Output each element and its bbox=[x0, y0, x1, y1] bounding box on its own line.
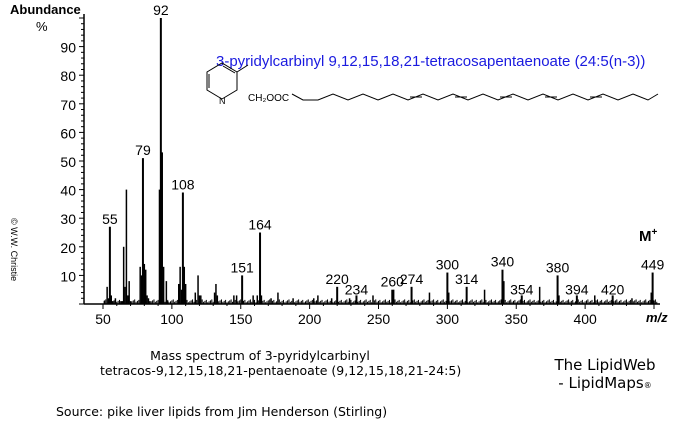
y-tick-label: 70 bbox=[60, 97, 76, 113]
y-tick-label: 40 bbox=[60, 183, 76, 199]
peak-label: 92 bbox=[153, 2, 169, 18]
y-axis-title: Abundance bbox=[10, 2, 81, 17]
brand-logo-text: The LipidWeb - LipidMaps® bbox=[554, 356, 656, 392]
peak-label: 151 bbox=[230, 259, 254, 275]
y-tick-label: 10 bbox=[60, 268, 76, 284]
chart-title: 3-pyridylcarbinyl 9,12,15,18,21-tetracos… bbox=[216, 53, 646, 70]
y-tick-label: 60 bbox=[60, 125, 76, 141]
peak-label: 79 bbox=[135, 142, 151, 158]
peak-label: 108 bbox=[171, 176, 195, 192]
chemical-structure bbox=[206, 62, 659, 101]
peak-label: 164 bbox=[248, 217, 272, 233]
x-tick-label: 400 bbox=[573, 311, 597, 327]
axes: 10 20 30 40 50 60 70 80 90 50 100 150 200 250 300 350 40… bbox=[60, 14, 660, 327]
peak-label: 260 bbox=[381, 274, 405, 290]
x-tick-label: 100 bbox=[160, 311, 184, 327]
peak-label: 380 bbox=[546, 259, 570, 275]
nitrogen-label: N bbox=[219, 96, 226, 106]
peak-label: 394 bbox=[565, 281, 589, 297]
source-note: Source: pike liver lipids from Jim Hende… bbox=[56, 404, 388, 419]
peak-label: 340 bbox=[491, 254, 515, 270]
y-tick-label: 50 bbox=[60, 154, 76, 170]
y-tick-label: 80 bbox=[60, 68, 76, 84]
spectrum-peaks bbox=[103, 18, 658, 304]
y-tick-label: 30 bbox=[60, 211, 76, 227]
peak-label: 420 bbox=[601, 281, 625, 297]
fatty-acid-chain-icon bbox=[291, 93, 659, 101]
peak-label: 449 bbox=[641, 257, 665, 273]
x-tick-label: 200 bbox=[298, 311, 322, 327]
peak-label: 354 bbox=[510, 281, 534, 297]
x-axis-title: m/z bbox=[646, 310, 668, 325]
spectrum-plot: 10 20 30 40 50 60 70 80 90 50 100 150 200 250 300 350 40… bbox=[60, 2, 664, 327]
ester-group-label: CH₂OOC bbox=[248, 93, 289, 104]
x-tick-label: 250 bbox=[367, 311, 391, 327]
y-tick-label: 90 bbox=[60, 40, 76, 56]
x-tick-label: 300 bbox=[436, 311, 460, 327]
y-axis-unit: % bbox=[36, 19, 48, 34]
figure-caption: Mass spectrum of 3-pyridylcarbinyl tetra… bbox=[100, 348, 462, 378]
y-tick-label: 20 bbox=[60, 240, 76, 256]
peak-label: 55 bbox=[102, 211, 118, 227]
peak-label: 234 bbox=[345, 281, 369, 297]
pyridine-ring-icon bbox=[206, 62, 238, 100]
peak-label: 274 bbox=[400, 271, 424, 287]
peak-label: 220 bbox=[325, 271, 349, 287]
molecular-ion-label: M+ bbox=[639, 227, 658, 245]
peak-label: 314 bbox=[455, 271, 479, 287]
x-tick-label: 150 bbox=[229, 311, 253, 327]
x-tick-label: 50 bbox=[95, 311, 111, 327]
x-tick-label: 350 bbox=[505, 311, 529, 327]
peak-label: 300 bbox=[436, 257, 460, 273]
